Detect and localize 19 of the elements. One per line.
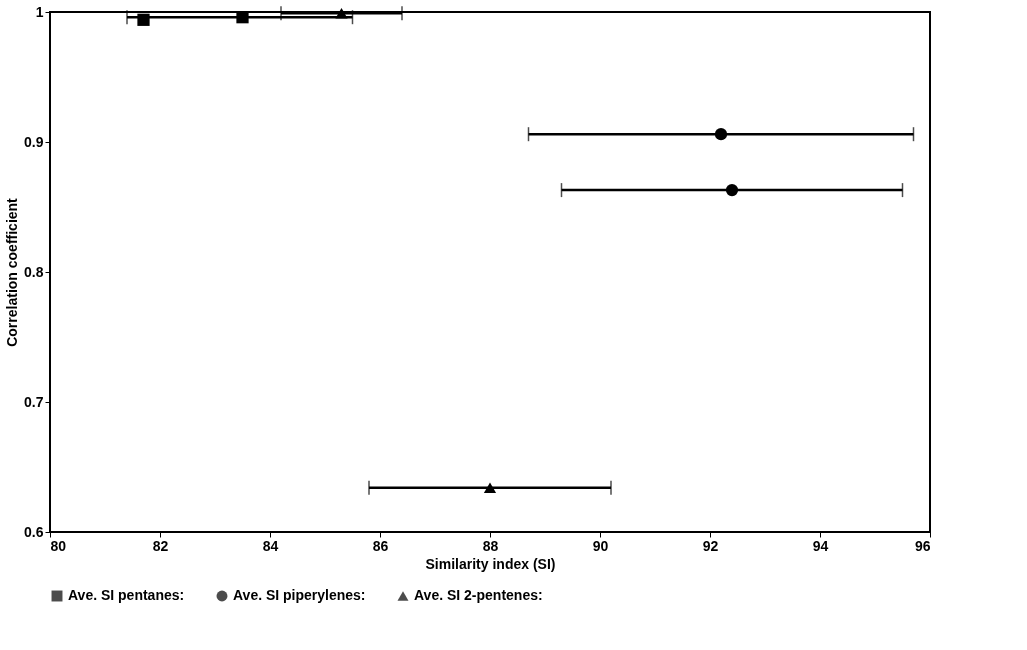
x-axis-title: Similarity index (SI) (425, 555, 556, 572)
x-tick-label: 80 (50, 537, 67, 554)
x-tick-label: 88 (482, 537, 499, 554)
x-tick-label: 96 (914, 537, 931, 554)
legend-label: Ave. SI pentanes: (68, 587, 185, 603)
legend-label: Ave. SI 2-pentenes: (414, 587, 543, 603)
x-tick-label: 92 (702, 537, 719, 554)
y-tick-label: 1 (35, 3, 44, 20)
x-tick-label: 82 (152, 537, 169, 554)
x-tick-label: 94 (812, 537, 829, 554)
x-tick-label: 84 (262, 537, 279, 554)
y-tick-label: 0.9 (24, 133, 44, 150)
legend-label: Ave. SI piperylenes: (233, 587, 366, 603)
y-axis-title: Correlation coefficient (4, 197, 21, 347)
x-tick-label: 90 (592, 537, 609, 554)
y-tick-label: 0.7 (24, 393, 44, 410)
x-tick-label: 86 (372, 537, 389, 554)
y-tick-label: 0.8 (24, 263, 44, 280)
y-tick-label: 0.6 (24, 523, 44, 540)
